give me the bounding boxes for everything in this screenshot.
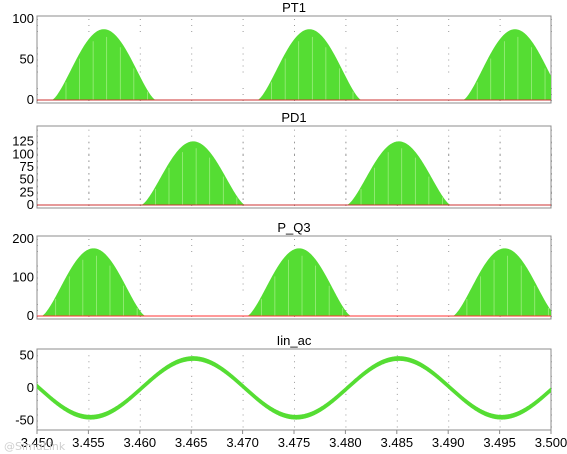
series-group	[37, 248, 551, 317]
switching-lines	[271, 36, 354, 100]
x-tick-label: 3.495	[483, 435, 516, 450]
panel-0: PT1 0 50 100	[12, 0, 552, 107]
y-tick-label: 0	[27, 308, 34, 323]
x-tick-label: 3.465	[175, 435, 208, 450]
switching-lines	[360, 148, 443, 205]
y-tick-label: 125	[12, 134, 34, 149]
series-group	[37, 356, 551, 420]
panel-title: PD1	[281, 110, 306, 125]
y-tick-label: 100	[12, 146, 34, 161]
y-tick-label: 0	[27, 380, 34, 395]
y-tick-label: 50	[20, 347, 34, 362]
panel-title: Iin_ac	[277, 333, 312, 348]
x-tick-label: 3.460	[124, 435, 157, 450]
switching-lines	[466, 255, 549, 316]
y-tick-label: 100	[12, 270, 34, 285]
hump-2-1	[247, 248, 351, 317]
y-tick-label: 200	[12, 231, 34, 246]
current-band	[37, 356, 551, 420]
panel-title: PT1	[282, 0, 306, 15]
grid-dots	[37, 355, 552, 428]
x-tick-label: 3.485	[381, 435, 414, 450]
x-tick-label: 3.470	[226, 435, 259, 450]
hump-2-0	[42, 248, 146, 317]
y-tick-label: 25	[20, 184, 34, 199]
hump-0-2	[463, 29, 551, 101]
switching-lines	[65, 36, 148, 100]
x-tick-label: 3.490	[432, 435, 465, 450]
x-tick-label: 3.480	[329, 435, 362, 450]
switching-lines	[476, 36, 546, 100]
x-tick-label: 3.455	[72, 435, 105, 450]
x-tick-label: 3.500	[535, 435, 567, 450]
chart-panels: PT1050100PD10255075100125P_Q30100200Iin_…	[12, 0, 567, 450]
panel-2: P_Q3 0 100 200	[12, 220, 552, 323]
panel-title: P_Q3	[277, 220, 310, 235]
hump-1-0	[141, 141, 246, 206]
hump-1-1	[347, 141, 452, 206]
switching-lines	[260, 255, 344, 316]
panel-3: Iin_ac -50 0 50 3.450 3.455 3.460 3.465 3.470 3.4…	[15, 333, 567, 450]
y-tick-label: 50	[20, 172, 34, 187]
hump-0-1	[257, 29, 361, 101]
hump-2-2	[453, 248, 551, 317]
series-group	[37, 141, 551, 206]
y-tick-label: 0	[27, 92, 34, 107]
watermark: @SimuLink	[4, 440, 66, 453]
series-group	[37, 29, 551, 101]
x-tick-label: 3.475	[278, 435, 311, 450]
y-tick-label: 75	[20, 159, 34, 174]
x-tick-label: 3.450	[21, 435, 54, 450]
switching-lines	[155, 148, 238, 205]
y-tick-label: -50	[15, 412, 34, 427]
switching-lines	[55, 255, 138, 316]
y-tick-label: 100	[12, 11, 34, 26]
y-tick-label: 50	[20, 52, 34, 67]
hump-0-0	[52, 29, 156, 101]
y-tick-label: 0	[27, 197, 34, 212]
